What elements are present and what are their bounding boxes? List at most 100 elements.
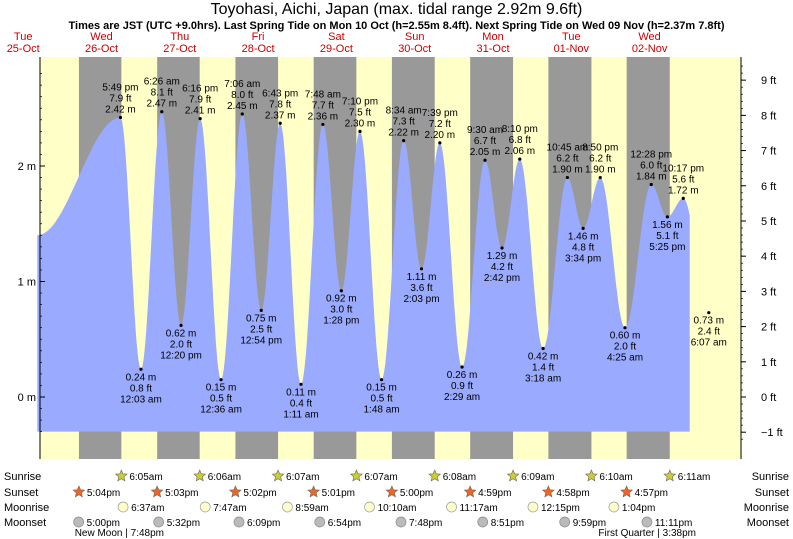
sunrise-icon xyxy=(506,469,520,482)
tide-point xyxy=(118,115,123,120)
sunrise-time: 6:09am xyxy=(521,472,554,483)
tide-ft-label: 2.0 ft xyxy=(614,342,636,353)
tide-m-label: 1.46 m xyxy=(568,231,599,242)
day-of-week-label: Wed xyxy=(90,31,112,43)
right-tick-label: 7 ft xyxy=(761,146,776,158)
moonset-icon xyxy=(233,516,245,528)
tide-m-label: 0.60 m xyxy=(610,331,641,342)
tide-point xyxy=(541,346,545,351)
sunset-time: 4:59pm xyxy=(478,488,511,499)
moonrise-icon xyxy=(446,501,457,513)
tide-m-label: 1.29 m xyxy=(487,251,518,262)
tide-ft-label: 7.3 ft xyxy=(393,117,415,128)
tide-point xyxy=(438,141,442,145)
sunset-icon xyxy=(541,485,555,498)
tide-time-label: 2:03 pm xyxy=(403,294,439,305)
day-of-week-label: Tue xyxy=(14,31,33,43)
tide-ft-label: 0.5 ft xyxy=(210,394,232,405)
tide-ft-label: 7.2 ft xyxy=(429,119,451,130)
tide-m-label: 0.24 m xyxy=(126,372,157,383)
moonrise-time: 8:59am xyxy=(295,503,328,514)
moonset-time: 9:59pm xyxy=(573,518,606,529)
tide-ft-label: 0.9 ft xyxy=(451,381,473,392)
tide-ft-label: 5.6 ft xyxy=(672,174,694,185)
moonrise-time: 12:15pm xyxy=(541,503,580,514)
tide-m-label: 0.26 m xyxy=(447,370,478,381)
sunset-time: 5:03pm xyxy=(165,488,198,499)
tide-ft-label: 6.2 ft xyxy=(589,154,611,165)
tide-point xyxy=(278,121,282,125)
tide-ft-label: 7.7 ft xyxy=(312,100,334,111)
day-labels: Tue25-OctWed26-OctThu27-OctFri28-OctSat2… xyxy=(7,31,668,55)
row-label-right: Sunrise xyxy=(752,471,789,483)
date-label: 31-Oct xyxy=(476,43,509,55)
tide-m-label: 1.90 m xyxy=(552,165,583,176)
moonset-time: 11:11pm xyxy=(655,518,692,529)
tide-time-label: 4:25 am xyxy=(607,353,643,364)
tide-m-label: 0.92 m xyxy=(326,294,357,305)
axes: 0 m 1 m 2 m −1 ft 0 ft 1 ft 2 ft 3 ft 4 ft 5 ft 6 … xyxy=(18,57,793,459)
row-label-left: Sunset xyxy=(4,487,38,499)
tide-point xyxy=(321,122,325,127)
tide-m-label: 0.15 m xyxy=(206,383,237,394)
tide-point xyxy=(460,365,464,369)
date-label: 30-Oct xyxy=(398,43,431,55)
tide-m-label: 2.06 m xyxy=(504,146,535,157)
tide-m-label: 0.75 m xyxy=(246,313,277,324)
tide-m-label: 2.37 m xyxy=(265,110,296,121)
tide-ft-label: 7.5 ft xyxy=(349,107,371,118)
tide-m-label: 1.90 m xyxy=(585,165,616,176)
tide-m-label: 2.05 m xyxy=(470,147,501,158)
left-tick-label: 1 m xyxy=(18,277,36,289)
tide-time-label: 6:07 am xyxy=(691,338,727,349)
sunrise-icon xyxy=(584,469,598,482)
tide-point xyxy=(240,112,244,116)
tide-time-label: 3:18 am xyxy=(525,373,561,384)
sunset-icon xyxy=(385,485,399,498)
moonrise-icon xyxy=(527,501,539,513)
tide-point xyxy=(419,267,424,271)
sunset-time: 5:04pm xyxy=(87,488,120,499)
tide-m-label: 0.11 m xyxy=(286,387,316,398)
tide-time-label: 6:43 pm xyxy=(262,88,298,99)
moonset-icon xyxy=(395,516,407,528)
moonset-time: 6:54pm xyxy=(328,518,361,529)
left-tick-label: 2 m xyxy=(18,161,36,173)
row-label-left: Moonrise xyxy=(4,502,49,514)
tide-ft-label: 2.5 ft xyxy=(250,324,272,335)
sun-moon-rows: Sunrise Sunrise Sunset Sunset Moonrise Moonri… xyxy=(4,469,789,539)
tide-ft-label: 3.0 ft xyxy=(330,305,352,316)
tide-m-label: 2.41 m xyxy=(185,106,216,117)
right-margin xyxy=(741,57,793,459)
moonset-time: 5:32pm xyxy=(167,518,200,529)
tide-ft-label: 6.2 ft xyxy=(556,154,578,165)
tide-time-label: 1:48 am xyxy=(364,405,400,416)
date-label: 02-Nov xyxy=(632,43,668,55)
tide-ft-label: 7.9 ft xyxy=(109,93,131,104)
row-label-right: Sunset xyxy=(755,487,789,499)
day-of-week-label: Thu xyxy=(170,31,189,43)
tide-time-label: 9:30 am xyxy=(467,125,503,136)
right-tick-label: 9 ft xyxy=(761,75,776,87)
moonrise-time: 10:10am xyxy=(378,503,417,514)
moonrise-time: 7:47am xyxy=(213,503,246,514)
tide-point xyxy=(623,326,627,330)
tide-m-label: 2.20 m xyxy=(425,130,456,141)
tide-time-label: 1:11 am xyxy=(283,409,318,420)
tide-point xyxy=(598,175,602,180)
sunrise-time: 6:11am xyxy=(678,472,711,483)
tide-point xyxy=(707,311,711,315)
moonrise-icon xyxy=(282,501,293,513)
tide-ft-label: 0.4 ft xyxy=(290,398,312,409)
chart-subtitle: Times are JST (UTC +9.0hrs). Last Spring… xyxy=(68,20,725,32)
right-tick-label: 8 ft xyxy=(761,110,776,122)
tide-ft-label: 5.1 ft xyxy=(656,231,678,242)
tide-time-label: 2:42 pm xyxy=(484,273,520,284)
date-label: 01-Nov xyxy=(554,43,590,55)
tide-point xyxy=(160,110,164,114)
tide-point xyxy=(681,196,685,200)
tide-point xyxy=(358,129,362,133)
sunrise-icon xyxy=(349,469,363,482)
tide-point xyxy=(649,182,653,187)
sunrise-time: 6:07am xyxy=(364,472,397,483)
